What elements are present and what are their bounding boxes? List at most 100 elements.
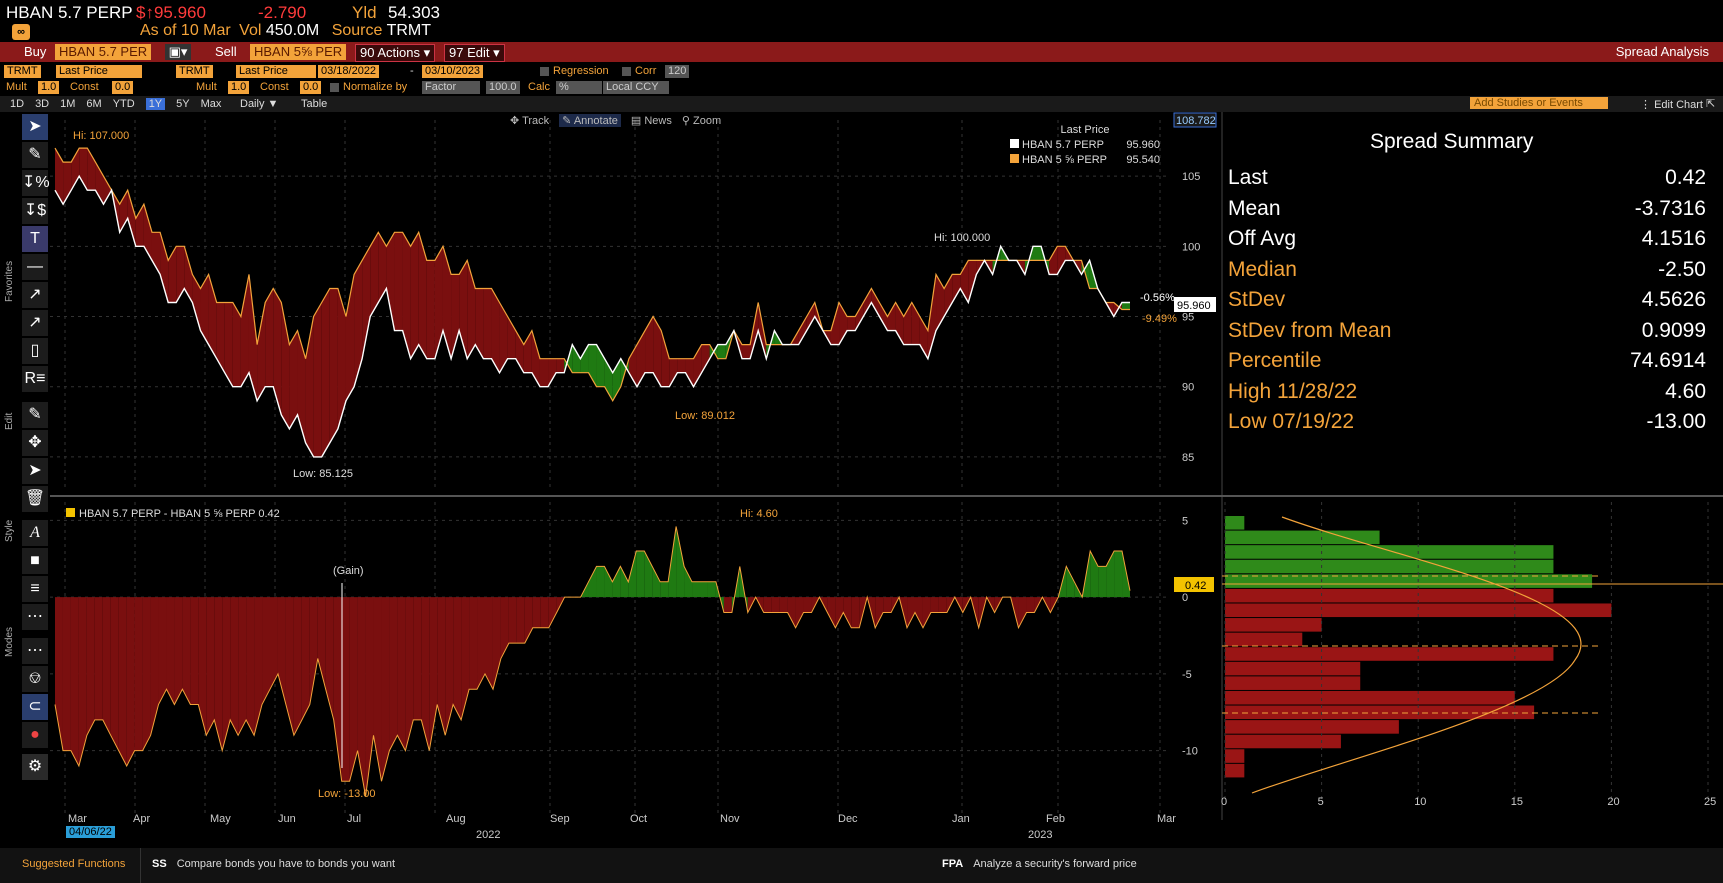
bloomberg-icon[interactable]: ∞ (12, 24, 30, 40)
magnet-icon[interactable]: ⊂ (22, 694, 48, 720)
spread-segment (1098, 566, 1107, 598)
sell-security-field[interactable]: HBAN 5⅝ PER (250, 44, 347, 60)
end-date-field[interactable]: 03/10/2023 (422, 65, 484, 78)
spread-segment (596, 566, 605, 598)
buy-button[interactable]: Buy (24, 44, 47, 59)
period-tab-ytd[interactable]: YTD (112, 98, 135, 110)
spread-segment (787, 597, 796, 628)
corr-label: Corr (635, 65, 657, 77)
function-fpa[interactable]: FPA Analyze a security's forward price (942, 858, 1137, 870)
fill-segment (337, 288, 346, 429)
edit-menu[interactable]: 97 Edit ▾ (444, 44, 505, 62)
select-add-icon[interactable]: ➤ (22, 458, 48, 484)
legend-row-2[interactable]: HBAN 5 ⅝ PERP 95.540 (1010, 153, 1160, 168)
zoom-button[interactable]: ⚲ Zoom (681, 115, 722, 127)
regression-tool-icon[interactable]: R≡ (22, 366, 48, 392)
spread-segment (277, 597, 286, 705)
track-button[interactable]: ✥ Track (510, 115, 550, 127)
move-icon[interactable]: ✥ (22, 430, 48, 456)
price-field-1[interactable]: Last Price (56, 65, 142, 78)
spread-line (54, 526, 1131, 797)
spread-segment (198, 597, 207, 736)
line-width-icon[interactable]: ≡ (22, 576, 48, 602)
corr-window-field[interactable]: 120 (665, 65, 690, 78)
summary-row: Last 0.42 (1228, 166, 1706, 196)
dollar-measure-icon[interactable]: ↧$ (22, 198, 48, 224)
fill-segment (1121, 302, 1130, 310)
spread-summary-title: Spread Summary (1370, 130, 1534, 153)
y-tick-label: -10 (1182, 746, 1198, 758)
edit-chart-button[interactable]: ⋮ Edit Chart (1640, 99, 1703, 111)
source-2-field[interactable]: TRMT (176, 65, 213, 78)
hline-tool-icon[interactable]: — (22, 254, 48, 280)
spread-segment (55, 597, 63, 751)
swap-icon[interactable]: ▣▾ (165, 44, 191, 60)
factor-field[interactable]: 100.0 (486, 81, 520, 94)
period-tab-6m[interactable]: 6M (86, 98, 102, 110)
channel-tool-icon[interactable]: ▯ (22, 338, 48, 364)
const-2-field[interactable]: 0.0 (300, 81, 322, 94)
regression-checkbox[interactable] (540, 67, 549, 76)
cursor-tool-icon[interactable]: ➤ (22, 114, 48, 140)
source-1-field[interactable]: TRMT (4, 65, 41, 78)
trendline-tool-icon[interactable]: ↗ (22, 282, 48, 308)
spread-segment (485, 597, 493, 690)
spread-segment (532, 597, 541, 628)
mult-2-field[interactable]: 1.0 (228, 81, 250, 94)
font-style-icon[interactable]: A (22, 520, 48, 546)
x-tick-label: Jan (952, 813, 970, 825)
annotate-button[interactable]: ✎ Annotate (559, 114, 621, 127)
pen-tool-icon[interactable]: ✎ (22, 142, 48, 168)
settings-gear-icon[interactable]: ⚙ (22, 754, 48, 780)
x-tick-label: Sep (550, 813, 570, 825)
price-field-2[interactable]: Last Price (236, 65, 316, 78)
calc-label: Calc (528, 81, 551, 93)
x-tick-label: Feb (1046, 813, 1065, 825)
snap-mode-icon[interactable]: ⎊ (22, 666, 48, 692)
spread-segment (915, 597, 923, 628)
fill-segment (216, 302, 225, 373)
period-tab-5y[interactable]: 5Y (176, 98, 190, 110)
hist-x-tick: 0 (1221, 796, 1227, 808)
spread-segment (1026, 597, 1035, 613)
fill-color-icon[interactable]: ■ (22, 548, 48, 574)
summary-row: StDev from Mean 0.9099 (1228, 319, 1706, 349)
ray-tool-icon[interactable]: ↗ (22, 310, 48, 336)
corr-checkbox[interactable] (622, 67, 631, 76)
spread-segment (285, 597, 294, 736)
text-tool-icon[interactable]: T (22, 226, 48, 252)
function-ss[interactable]: SS Compare bonds you have to bonds you wa… (152, 858, 395, 870)
percent-measure-icon[interactable]: ↧% (22, 170, 50, 196)
mult-2-label: Mult (196, 81, 217, 93)
fill-segment (636, 330, 646, 387)
color-palette-icon[interactable]: ● (22, 722, 48, 748)
period-tab-1d[interactable]: 1D (10, 98, 25, 110)
draw-mode-icon[interactable]: ⋯ (22, 638, 48, 664)
period-tab-3d[interactable]: 3D (35, 98, 50, 110)
actions-menu[interactable]: 90 Actions ▾ (355, 44, 436, 62)
period-tab-max[interactable]: Max (200, 98, 222, 110)
calc-select[interactable]: % (556, 81, 602, 94)
edit-pen-icon[interactable]: ✎ (22, 402, 48, 428)
start-date-field[interactable]: 03/18/2022 (318, 65, 380, 78)
legend-row-1[interactable]: HBAN 5.7 PERP 95.960 (1010, 138, 1160, 153)
normalize-select[interactable]: Factor (422, 81, 480, 94)
period-tab-1y[interactable]: 1Y (145, 98, 166, 110)
frequency-select[interactable]: Daily ▼ (240, 98, 279, 110)
period-tab-1m[interactable]: 1M (60, 98, 76, 110)
news-button[interactable]: ▤ News (630, 115, 672, 127)
currency-select[interactable]: Local CCY (603, 81, 669, 94)
normalize-checkbox[interactable] (330, 83, 339, 92)
sell-button[interactable]: Sell (215, 44, 237, 59)
line-style-icon[interactable]: ⋯ (22, 604, 48, 630)
buy-security-field[interactable]: HBAN 5.7 PER (55, 44, 152, 60)
const-1-field[interactable]: 0.0 (112, 81, 134, 94)
trash-icon[interactable]: 🗑 (22, 486, 48, 512)
mult-1-field[interactable]: 1.0 (38, 81, 60, 94)
table-button[interactable]: Table (301, 98, 328, 110)
spread-legend[interactable]: HBAN 5.7 PERP - HBAN 5 ⅝ PERP 0.42 (66, 508, 280, 520)
add-studies-field[interactable]: Add Studies or Events (1470, 97, 1608, 109)
expand-icon[interactable]: ⇱ (1706, 98, 1716, 110)
spread-segment (771, 597, 780, 613)
